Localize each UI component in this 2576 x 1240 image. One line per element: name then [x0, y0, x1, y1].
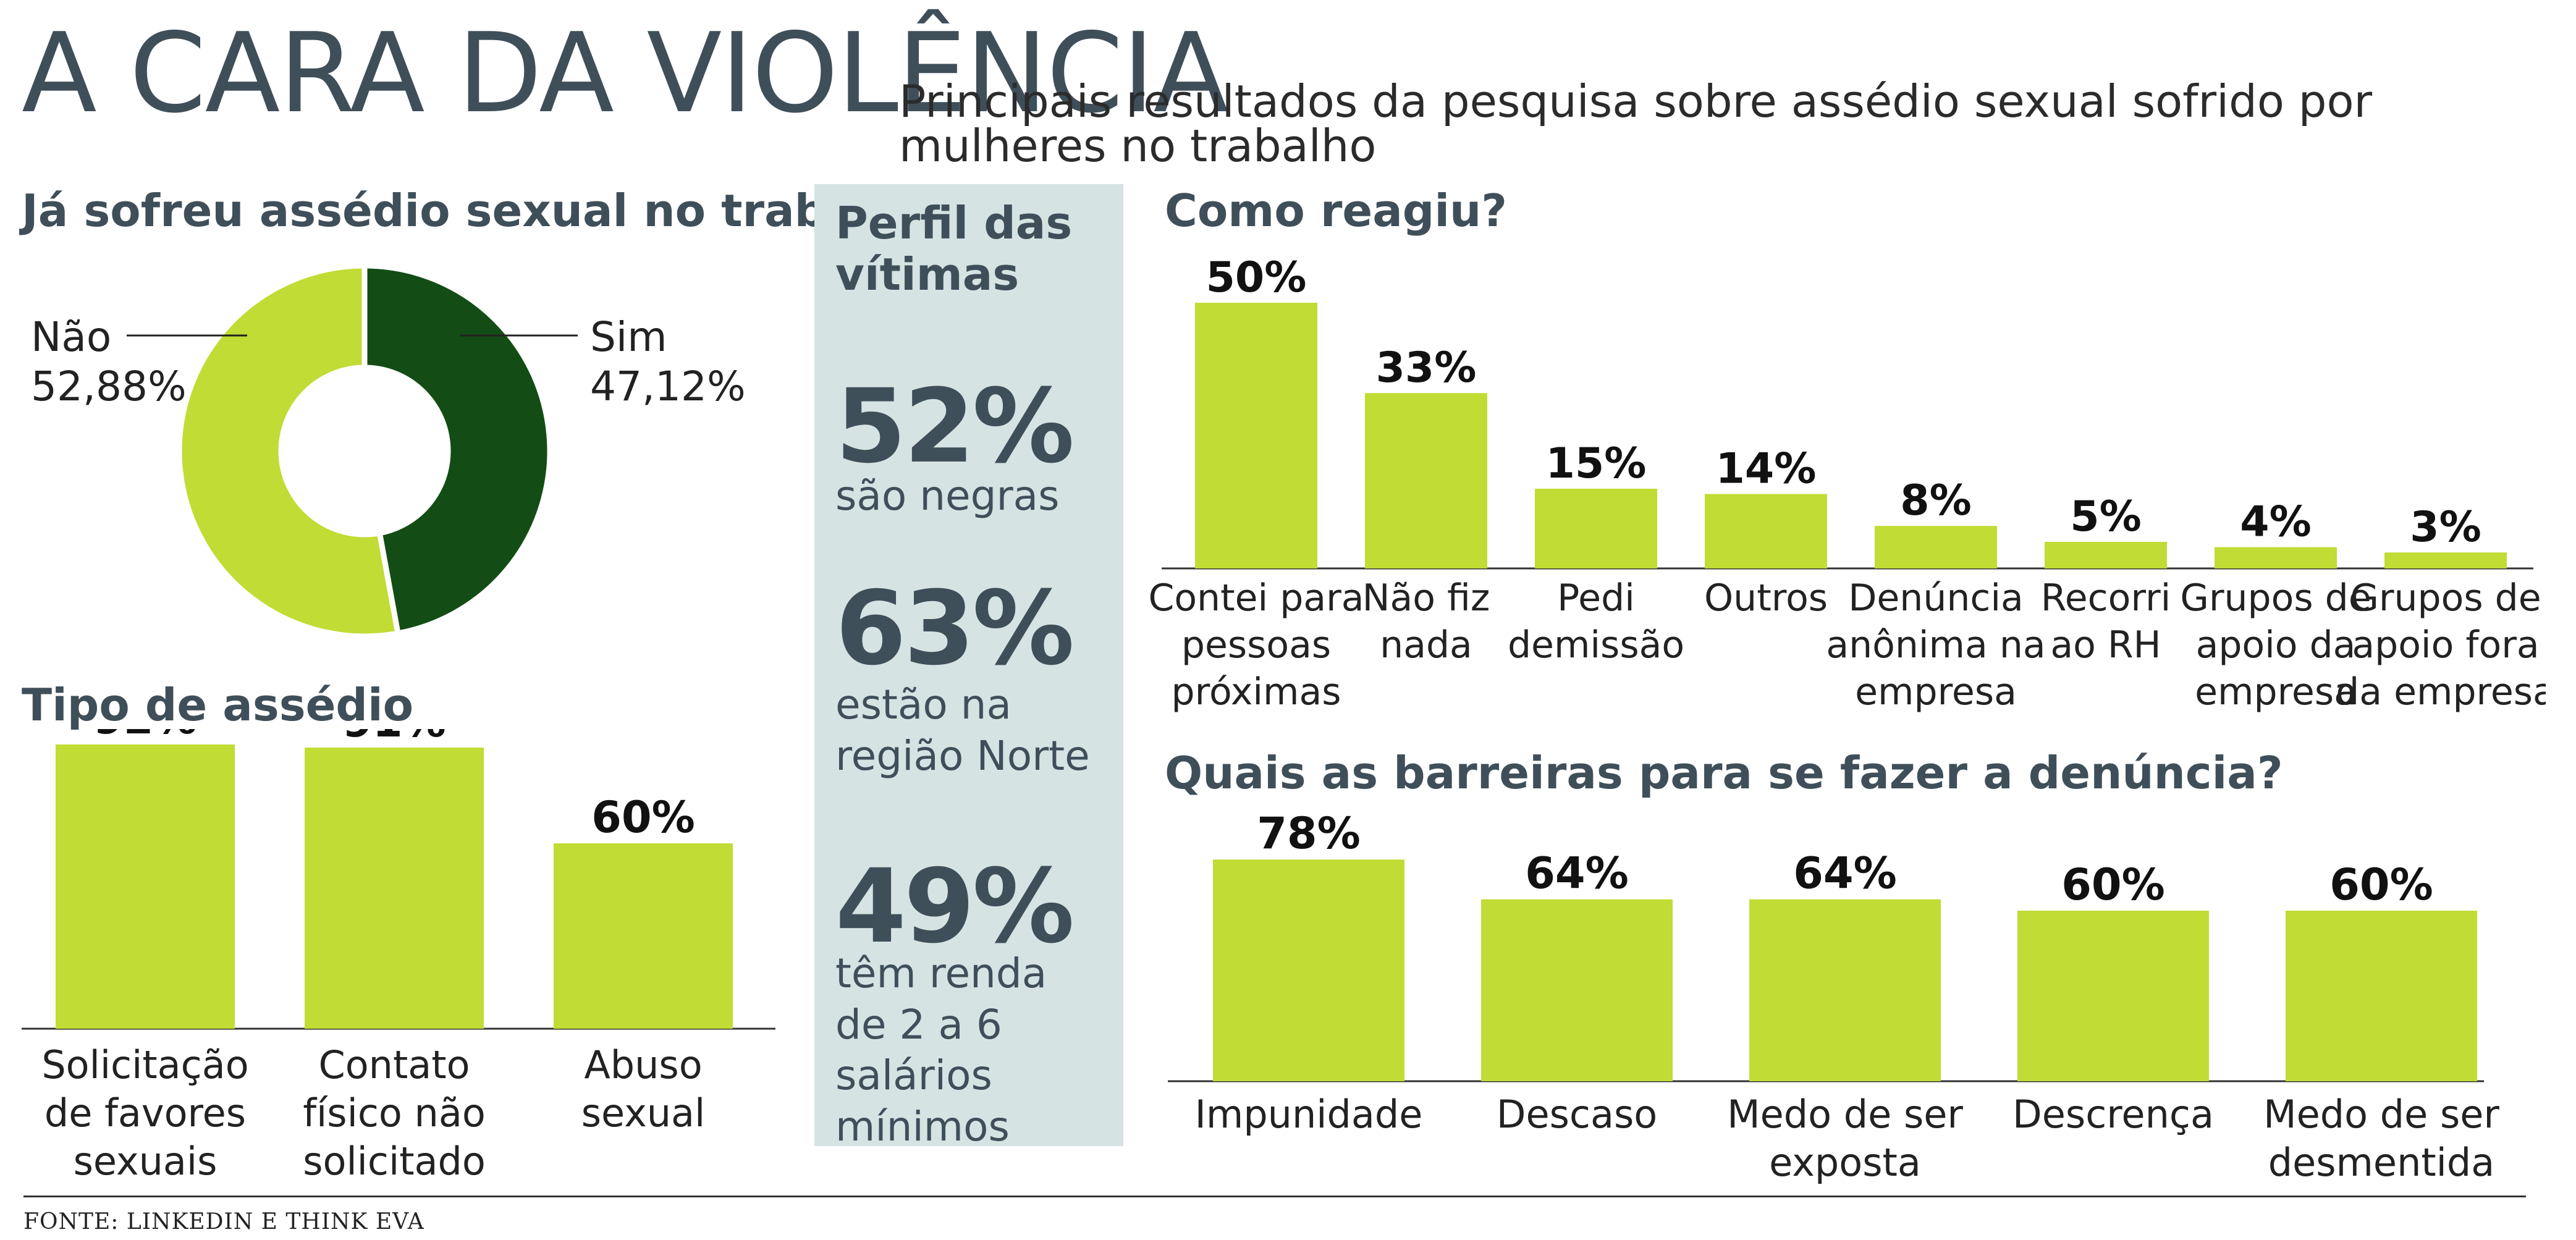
- sim-label: Sim: [590, 313, 667, 361]
- sim-value-label: 47,12%: [590, 363, 746, 410]
- donut-chart-title: Já sofreu assédio sexual no trabalho?: [22, 185, 960, 237]
- category-label: Outros: [1704, 576, 1828, 620]
- bar: [305, 748, 484, 1029]
- category-label: Descaso: [1497, 1092, 1658, 1137]
- category-label: de favores: [44, 1090, 246, 1136]
- stat-desc-north-region: estão na região Norte: [835, 681, 1090, 780]
- bar: [2215, 547, 2337, 568]
- category-label: Pedi: [1557, 576, 1635, 620]
- category-label: Descrença: [2012, 1092, 2214, 1137]
- bar-value-label: 91%: [342, 729, 446, 747]
- page-subtitle: Principais resultados da pesquisa sobre …: [899, 75, 2373, 172]
- bar-value-label: 14%: [1716, 445, 1817, 494]
- donut-slices: [176, 263, 553, 639]
- category-label: Medo de ser: [1727, 1092, 1963, 1137]
- bar-value-label: 64%: [1525, 848, 1629, 899]
- category-label: da empresa: [2336, 670, 2546, 714]
- category-label: Recorri: [2041, 576, 2171, 620]
- category-label: exposta: [1769, 1140, 1921, 1185]
- category-label: ao RH: [2050, 623, 2161, 667]
- category-label: físico não: [303, 1090, 486, 1136]
- bar-value-label: 60%: [2061, 859, 2165, 910]
- category-label: demissão: [1508, 623, 1684, 667]
- stat-value-north-region: 63%: [835, 569, 1075, 688]
- category-label: pessoas: [1181, 623, 1331, 667]
- bar: [1195, 303, 1317, 568]
- category-label: Denúncia: [1848, 576, 2024, 620]
- harassment-type-title: Tipo de assédio: [22, 679, 414, 731]
- category-label: anônima na: [1826, 623, 2045, 667]
- category-label: apoio da: [2196, 623, 2356, 667]
- victim-profile-panel: [814, 184, 1123, 1146]
- bar-value-label: 60%: [2329, 859, 2433, 910]
- bar-value-label: 78%: [1257, 808, 1361, 859]
- stat-desc-income: têm renda de 2 a 6 salários mínimos: [835, 950, 1047, 1150]
- category-label: Medo de ser: [2263, 1092, 2499, 1137]
- category-label: Impunidade: [1195, 1092, 1423, 1137]
- bar: [1875, 526, 1997, 568]
- category-label: empresa: [2195, 670, 2357, 714]
- donut-chart: Não 52,88% Sim 47,12%: [31, 263, 746, 639]
- bar-value-label: 15%: [1546, 439, 1647, 488]
- victim-profile-title: Perfil das vítimas: [835, 197, 1073, 300]
- bar: [56, 744, 235, 1029]
- bar-value-label: 3%: [2410, 503, 2481, 552]
- bar-value-label: 4%: [2240, 498, 2311, 547]
- donut-slice-sim: [361, 263, 553, 637]
- bar-value-label: 5%: [2070, 492, 2141, 541]
- category-label: Abuso: [584, 1042, 702, 1087]
- bar: [554, 843, 733, 1029]
- nao-label: Não: [31, 313, 111, 361]
- page-title: A CARA DA VIOLÊNCIA: [22, 9, 1228, 137]
- bar-value-label: 33%: [1376, 344, 1477, 392]
- stat-desc-black-women: são negras: [835, 472, 1060, 520]
- bar: [1705, 494, 1827, 568]
- category-label: solicitado: [303, 1139, 486, 1184]
- category-label: sexual: [581, 1090, 706, 1136]
- bar: [1213, 859, 1404, 1081]
- bar-value-label: 92%: [93, 729, 197, 744]
- bar: [2384, 552, 2507, 568]
- bar: [2286, 911, 2477, 1081]
- bar: [1749, 899, 1941, 1081]
- category-label: apoio fora: [2352, 623, 2539, 667]
- category-label: Contei para: [1149, 576, 1364, 620]
- source-note: FONTE: LINKEDIN E THINK EVA: [23, 1209, 424, 1234]
- bar: [1481, 899, 1673, 1081]
- category-label: empresa: [1855, 670, 2017, 714]
- bar: [2045, 542, 2167, 568]
- bar-value-label: 60%: [591, 792, 695, 843]
- stat-value-black-women: 52%: [835, 367, 1075, 486]
- bar-value-label: 8%: [1900, 476, 1971, 525]
- stat-value-income: 49%: [835, 847, 1075, 966]
- bar: [2017, 911, 2209, 1081]
- bar-value-label: 50%: [1206, 253, 1307, 302]
- donut-slice-nao: [176, 263, 402, 639]
- category-label: próximas: [1172, 670, 1341, 714]
- bar-value-label: 64%: [1793, 848, 1897, 899]
- reaction-chart-title: Como reagiu?: [1165, 185, 1508, 237]
- category-label: Contato: [318, 1042, 470, 1087]
- barriers-chart-title: Quais as barreiras para se fazer a denún…: [1165, 747, 2283, 799]
- bar: [1535, 489, 1657, 568]
- category-label: Solicitação: [41, 1042, 248, 1087]
- source-divider: [23, 1196, 2526, 1197]
- category-label: Grupos de: [2180, 576, 2371, 620]
- category-label: Não fiz: [1362, 576, 1490, 620]
- bar: [1365, 393, 1487, 568]
- category-label: desmentida: [2268, 1140, 2495, 1185]
- category-label: Grupos de: [2350, 576, 2541, 620]
- category-label: nada: [1380, 623, 1472, 667]
- nao-value-label: 52,88%: [31, 363, 187, 410]
- category-label: sexuais: [74, 1139, 217, 1184]
